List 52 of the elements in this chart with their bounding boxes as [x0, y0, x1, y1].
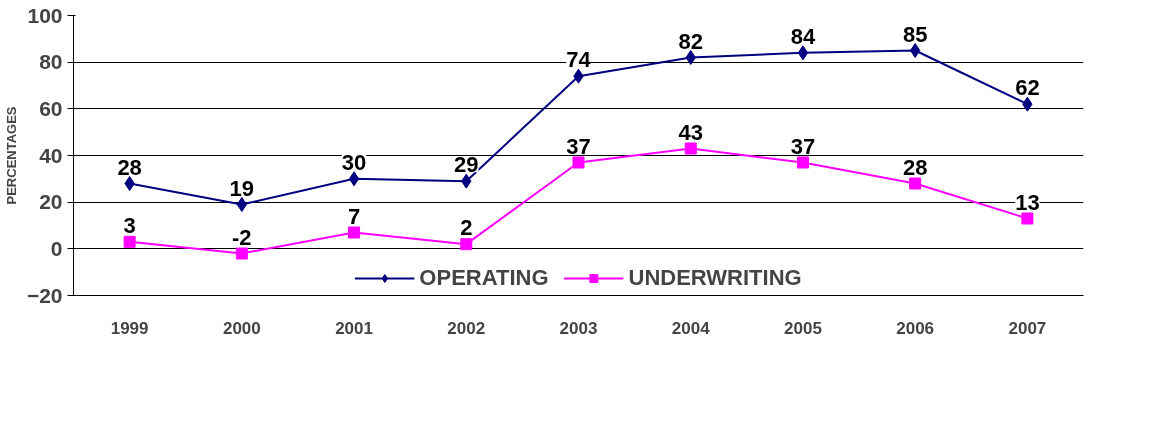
- point: [236, 197, 247, 212]
- data-label: 19: [229, 175, 255, 201]
- legend-label: UNDERWRITING: [628, 265, 802, 291]
- legend-label: OPERATING: [419, 265, 549, 291]
- data-label: 2: [460, 215, 473, 241]
- data-label: 29: [454, 152, 479, 178]
- data-label: 28: [902, 154, 928, 180]
- y-tick-label: 0: [50, 236, 63, 260]
- y-tick-label: 40: [39, 143, 63, 167]
- point: [797, 45, 809, 61]
- y-tick-label: 20: [39, 190, 63, 214]
- point: [910, 43, 921, 58]
- data-label: 37: [566, 133, 591, 159]
- point: [796, 156, 809, 169]
- data-label: 82: [678, 28, 703, 54]
- y-tick-label: 100: [27, 3, 63, 27]
- x-tick-label: 2006: [896, 318, 935, 338]
- point: [124, 176, 135, 191]
- point: [123, 235, 136, 248]
- y-tick-label: 60: [39, 96, 63, 120]
- data-label: 3: [123, 212, 136, 238]
- x-tick-label: 2001: [335, 318, 373, 338]
- data-label: 13: [1015, 189, 1040, 215]
- data-label: 37: [790, 133, 816, 159]
- data-label: 74: [566, 47, 592, 73]
- data-label: 62: [1015, 75, 1040, 101]
- x-tick-label: 2002: [447, 318, 486, 338]
- x-tick-label: 2005: [784, 318, 822, 338]
- point: [909, 177, 922, 190]
- y-axis-title: PERCENTAGES: [3, 106, 19, 205]
- x-tick-label: 1999: [110, 318, 149, 338]
- x-tick-label: 2003: [559, 318, 598, 338]
- point: [684, 142, 697, 155]
- point: [572, 156, 585, 169]
- data-label: 28: [117, 154, 142, 180]
- data-label: 7: [347, 203, 361, 229]
- x-tick-label: 2004: [671, 318, 711, 338]
- point: [348, 171, 360, 187]
- point: [348, 226, 361, 239]
- data-label: -2: [232, 224, 252, 250]
- data-label: 84: [790, 23, 816, 49]
- x-tick-label: 2007: [1008, 318, 1047, 338]
- x-tick-label: 2000: [222, 318, 261, 338]
- point: [1021, 212, 1034, 225]
- point: [685, 50, 696, 65]
- point: [235, 247, 248, 260]
- data-label: 30: [341, 149, 367, 175]
- y-tick-label: 80: [39, 50, 63, 74]
- y-tick-label: −20: [26, 283, 63, 307]
- data-label: 43: [678, 119, 703, 145]
- data-label: 85: [902, 21, 928, 47]
- point: [460, 238, 473, 251]
